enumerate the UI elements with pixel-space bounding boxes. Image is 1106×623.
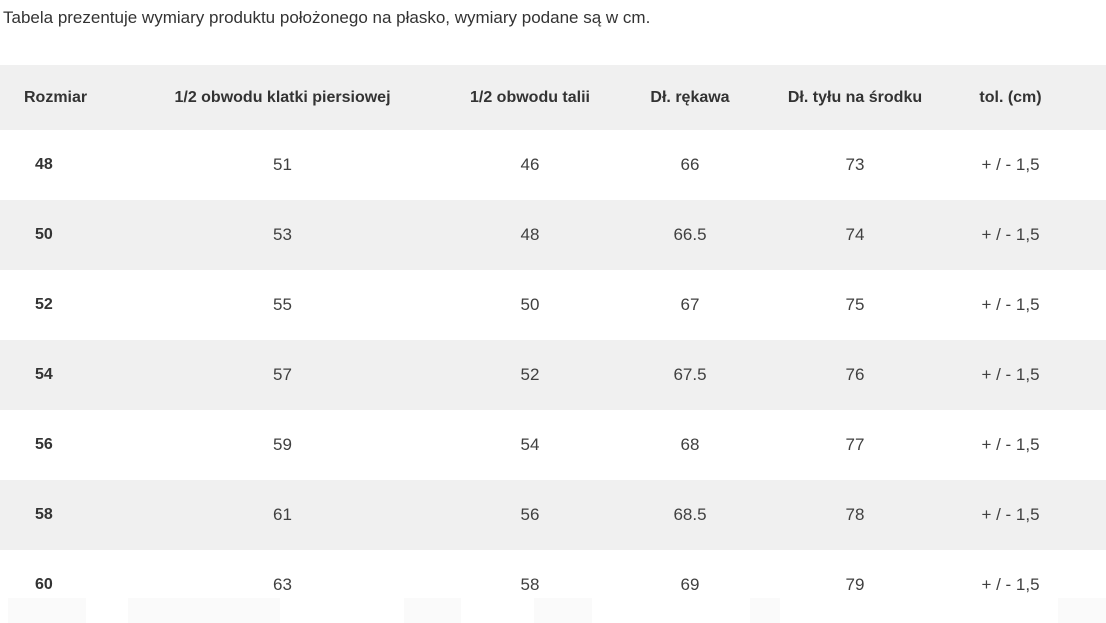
col-header-size: Rozmiar bbox=[24, 88, 88, 106]
back-length-cell: 74 bbox=[845, 225, 865, 244]
waist-cell: 46 bbox=[520, 155, 540, 174]
size-cell: 52 bbox=[35, 296, 53, 313]
waist-cell: 58 bbox=[520, 575, 540, 594]
sleeve-cell: 69 bbox=[680, 575, 700, 594]
back-length-cell: 77 bbox=[845, 435, 865, 454]
tolerance-cell: + / - 1,5 bbox=[981, 505, 1040, 524]
col-header-tolerance: tol. (cm) bbox=[979, 88, 1042, 106]
waist-cell: 48 bbox=[520, 225, 540, 244]
col-header-waist: 1/2 obwodu talii bbox=[469, 88, 590, 106]
size-cell: 54 bbox=[35, 366, 53, 383]
back-length-cell: 73 bbox=[845, 155, 865, 174]
table-row: 56 59 54 68 77 + / - 1,5 bbox=[0, 410, 1106, 480]
size-cell: 50 bbox=[35, 226, 53, 243]
tolerance-cell: + / - 1,5 bbox=[981, 155, 1040, 174]
back-length-cell: 79 bbox=[845, 575, 865, 594]
header-row: Rozmiar 1/2 obwodu klatki piersiowej 1/2… bbox=[0, 65, 1106, 130]
col-header-back-length: Dł. tyłu na środku bbox=[787, 88, 923, 106]
waist-cell: 54 bbox=[520, 435, 540, 454]
sleeve-cell: 66 bbox=[680, 155, 700, 174]
table-row: 54 57 52 67.5 76 + / - 1,5 bbox=[0, 340, 1106, 410]
waist-cell: 50 bbox=[520, 295, 540, 314]
size-cell: 56 bbox=[35, 436, 53, 453]
size-cell: 48 bbox=[35, 156, 53, 173]
tolerance-cell: + / - 1,5 bbox=[981, 435, 1040, 454]
tolerance-cell: + / - 1,5 bbox=[981, 295, 1040, 314]
chest-cell: 53 bbox=[273, 225, 292, 244]
chest-cell: 57 bbox=[273, 365, 292, 384]
waist-cell: 52 bbox=[520, 365, 540, 384]
tolerance-cell: + / - 1,5 bbox=[981, 225, 1040, 244]
sleeve-cell: 67 bbox=[680, 295, 700, 314]
chest-cell: 51 bbox=[273, 155, 292, 174]
tolerance-cell: + / - 1,5 bbox=[981, 365, 1040, 384]
size-table: Rozmiar 1/2 obwodu klatki piersiowej 1/2… bbox=[0, 65, 1106, 620]
back-length-cell: 78 bbox=[845, 505, 865, 524]
chest-cell: 59 bbox=[273, 435, 292, 454]
col-header-chest: 1/2 obwodu klatki piersiowej bbox=[174, 88, 391, 106]
back-length-cell: 76 bbox=[845, 365, 865, 384]
back-length-cell: 75 bbox=[845, 295, 865, 314]
chest-cell: 63 bbox=[273, 575, 292, 594]
table-description: Tabela prezentuje wymiary produktu położ… bbox=[3, 8, 651, 27]
chest-cell: 55 bbox=[273, 295, 292, 314]
sleeve-cell: 68 bbox=[680, 435, 700, 454]
col-header-sleeve: Dł. rękawa bbox=[650, 88, 730, 106]
sleeve-cell: 67.5 bbox=[673, 365, 707, 384]
sleeve-cell: 66.5 bbox=[673, 225, 707, 244]
tolerance-cell: + / - 1,5 bbox=[981, 575, 1040, 594]
table-row: 58 61 56 68.5 78 + / - 1,5 bbox=[0, 480, 1106, 550]
size-cell: 60 bbox=[35, 576, 53, 593]
size-cell: 58 bbox=[35, 506, 53, 523]
table-row: 52 55 50 67 75 + / - 1,5 bbox=[0, 270, 1106, 340]
chest-cell: 61 bbox=[273, 505, 292, 524]
table-row: 48 51 46 66 73 + / - 1,5 bbox=[0, 130, 1106, 200]
table-row: 60 63 58 69 79 + / - 1,5 bbox=[0, 550, 1106, 620]
waist-cell: 56 bbox=[520, 505, 540, 524]
table-row: 50 53 48 66.5 74 + / - 1,5 bbox=[0, 200, 1106, 270]
sleeve-cell: 68.5 bbox=[673, 505, 707, 524]
